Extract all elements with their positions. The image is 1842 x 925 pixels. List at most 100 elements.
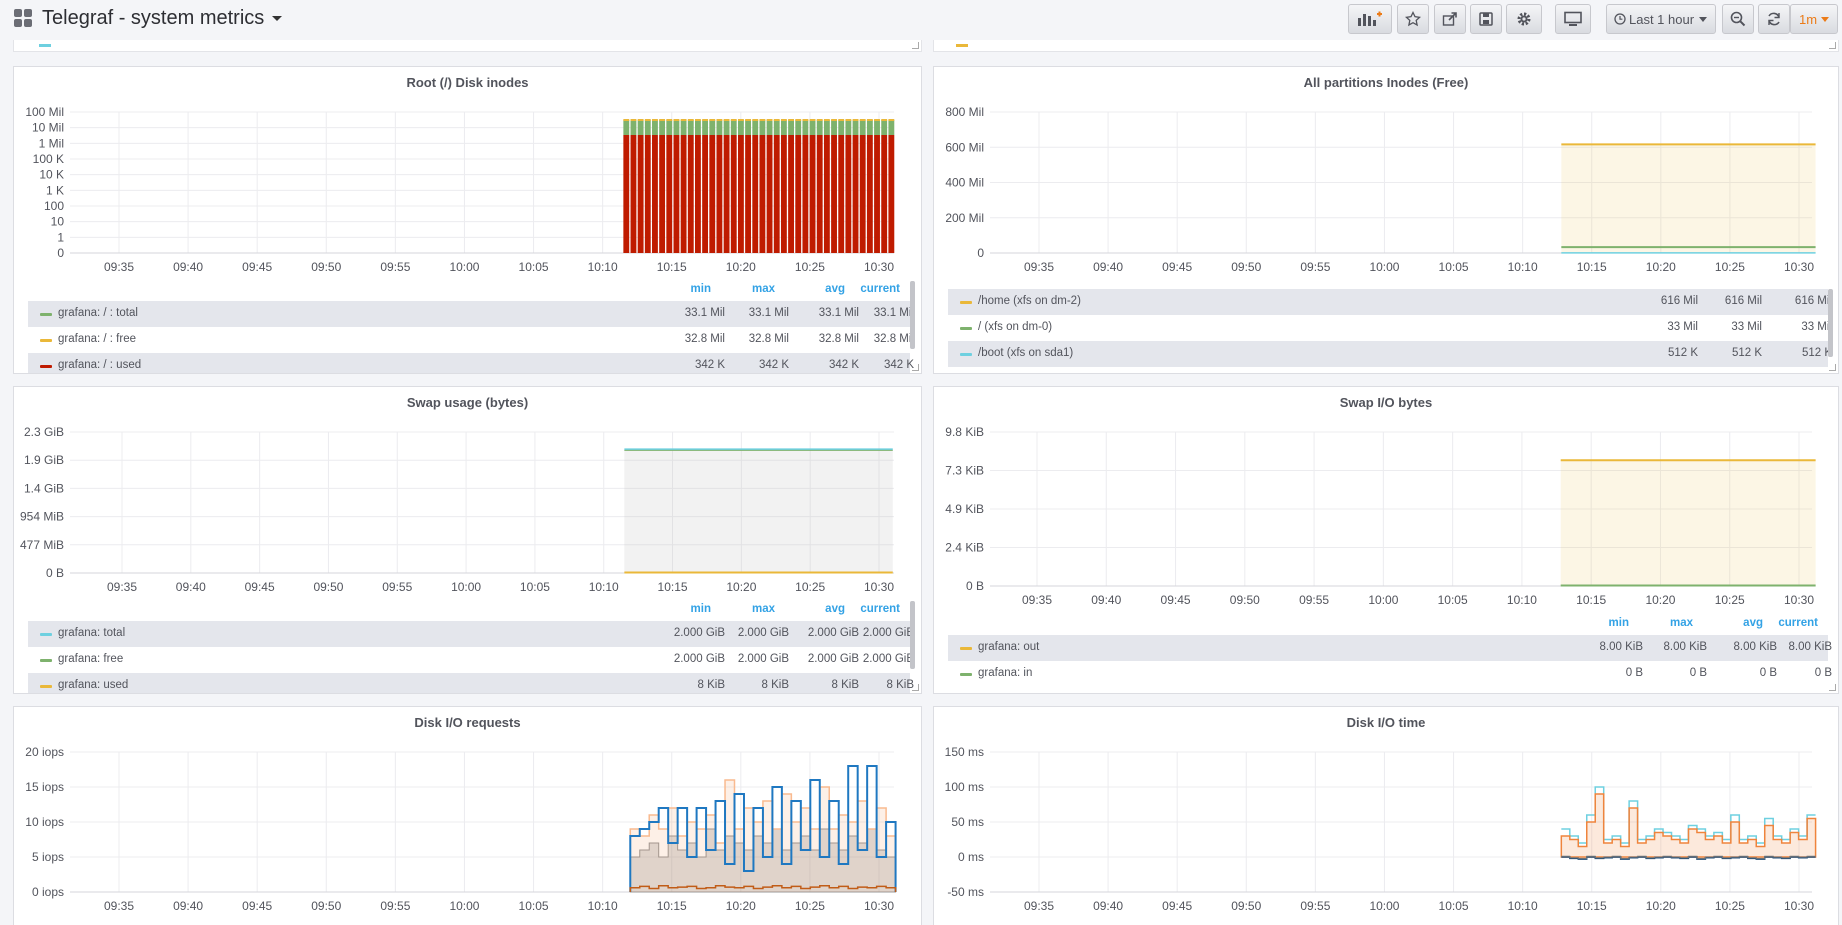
legend-row[interactable]: /boot (xfs on sda1) 512 K 512 K 512 K xyxy=(948,341,1832,367)
y-tick-label: 1 xyxy=(57,230,64,244)
tv-mode-button[interactable] xyxy=(1555,4,1591,34)
panel-title[interactable]: Disk I/O time xyxy=(1346,715,1426,730)
legend-color-swatch[interactable] xyxy=(40,313,52,316)
legend-color-swatch[interactable] xyxy=(40,659,52,662)
legend-color-swatch[interactable] xyxy=(960,647,972,650)
legend-series-name[interactable]: grafana: / : used xyxy=(58,359,142,371)
legend-series-name[interactable]: / (xfs on dm-0) xyxy=(978,321,1053,333)
disk-io-requests-chart[interactable]: 20 iops 15 iops 10 iops 5 iops 0 iops 09:35 09… xyxy=(14,707,922,925)
save-button[interactable] xyxy=(1470,4,1502,34)
legend-header-current[interactable]: current xyxy=(860,283,900,295)
panel-resize-handle[interactable] xyxy=(912,684,919,691)
legend-color-swatch[interactable] xyxy=(40,365,52,368)
star-button[interactable] xyxy=(1397,4,1429,34)
x-tick-label: 09:55 xyxy=(1299,593,1329,607)
y-tick-label: 100 xyxy=(44,199,64,213)
legend-row[interactable]: grafana: in 0 B 0 B 0 B 0 B xyxy=(948,661,1832,687)
legend-series-name[interactable]: grafana: total xyxy=(58,627,126,639)
y-tick-label: 9.8 KiB xyxy=(945,425,984,439)
caret-down-icon xyxy=(272,16,283,22)
legend-color-swatch[interactable] xyxy=(960,673,972,676)
bar-used xyxy=(637,135,644,253)
swap-io-chart[interactable]: 9.8 KiB 7.3 KiB 4.9 KiB 2.4 KiB 0 B 09:35 09:4… xyxy=(934,387,1839,611)
panel-resize-handle[interactable] xyxy=(912,42,919,49)
share-button[interactable] xyxy=(1434,4,1466,34)
legend-color-swatch[interactable] xyxy=(960,301,972,304)
legend-value-max: 342 K xyxy=(758,359,789,371)
legend-row[interactable]: / (xfs on dm-0) 33 Mil 33 Mil 33 Mil xyxy=(948,315,1832,341)
add-panel-button[interactable] xyxy=(1348,4,1392,34)
legend-header-min[interactable]: min xyxy=(690,603,711,615)
panel-resize-handle[interactable] xyxy=(1829,42,1836,49)
legend-series-name[interactable]: grafana: out xyxy=(978,641,1040,653)
legend-row[interactable]: grafana: free 2.000 GiB 2.000 GiB 2.000 GiB… xyxy=(28,647,914,673)
x-tick-label: 10:20 xyxy=(726,899,756,913)
legend-row[interactable]: grafana: out 8.00 KiB 8.00 KiB 8.00 KiB 8.00… xyxy=(948,635,1832,661)
x-tick-label: 10:10 xyxy=(1508,899,1538,913)
y-tick-label: 100 K xyxy=(33,152,64,166)
legend-header-current[interactable]: current xyxy=(1778,617,1818,629)
legend-series-name[interactable]: grafana: / : total xyxy=(58,307,138,319)
bar-used xyxy=(888,135,895,253)
legend-series-name[interactable]: /home (xfs on dm-2) xyxy=(978,295,1081,307)
legend-series-name[interactable]: grafana: used xyxy=(58,679,129,691)
x-tick-label: 10:05 xyxy=(1439,260,1469,274)
y-tick-label: 0 xyxy=(977,246,984,260)
legend-header-max[interactable]: max xyxy=(751,283,775,295)
bar-used xyxy=(773,135,780,253)
legend-series-name[interactable]: grafana: / : free xyxy=(58,333,136,345)
swap-usage-chart[interactable]: 2.3 GiB 1.9 GiB 1.4 GiB 954 MiB 477 MiB 0 B 09… xyxy=(14,387,922,597)
zoom-out-button[interactable] xyxy=(1722,4,1754,34)
x-tick-label: 09:50 xyxy=(313,580,343,594)
bar-free xyxy=(766,120,773,135)
panel-title[interactable]: Swap I/O bytes xyxy=(1339,395,1433,410)
legend-header-current[interactable]: current xyxy=(860,603,900,615)
legend-header-min[interactable]: min xyxy=(1608,617,1629,629)
swap-usage-legend: grafana: total 2.000 GiB 2.000 GiB 2.000 Gi… xyxy=(28,621,914,693)
legend-color-swatch[interactable] xyxy=(40,685,52,688)
panel-resize-handle[interactable] xyxy=(912,364,919,371)
legend-row[interactable]: grafana: / : used 342 K 342 K 342 K 342 K xyxy=(28,353,914,373)
legend-series-name[interactable]: grafana: free xyxy=(58,653,124,665)
partitions-inodes-chart[interactable]: 800 Mil 600 Mil 400 Mil 200 Mil 0 09:35 09:40 0… xyxy=(934,67,1839,277)
bar-free xyxy=(702,120,709,135)
panel-title[interactable]: Root (/) Disk inodes xyxy=(406,75,529,90)
time-range-picker[interactable]: Last 1 hour xyxy=(1606,4,1716,34)
panel-title[interactable]: All partitions Inodes (Free) xyxy=(1303,75,1469,90)
refresh-interval-picker[interactable]: 1m xyxy=(1790,4,1838,34)
legend-header: min max avg current xyxy=(934,617,1828,633)
legend-series-name[interactable]: /boot (xfs on sda1) xyxy=(978,347,1074,359)
panel-title[interactable]: Swap usage (bytes) xyxy=(406,395,529,410)
legend-header-avg[interactable]: avg xyxy=(825,603,845,615)
panel-resize-handle[interactable] xyxy=(1829,684,1836,691)
legend-series-name[interactable]: grafana: in xyxy=(978,667,1033,679)
legend-scrollbar[interactable] xyxy=(1828,289,1833,357)
disk-io-time-chart[interactable]: 150 ms 100 ms 50 ms 0 ms -50 ms 09:35 09:40 09:… xyxy=(934,707,1839,925)
legend-scrollbar[interactable] xyxy=(910,601,915,669)
legend-row[interactable]: /home (xfs on dm-2) 616 Mil 616 Mil 616 Mil xyxy=(948,289,1832,315)
legend-row[interactable]: grafana: total 2.000 GiB 2.000 GiB 2.000 Gi… xyxy=(28,621,914,647)
legend-header-avg[interactable]: avg xyxy=(1743,617,1763,629)
x-tick-label: 10:05 xyxy=(519,899,549,913)
legend-color-swatch[interactable] xyxy=(960,327,972,330)
legend-scrollbar[interactable] xyxy=(910,281,915,349)
legend-header-max[interactable]: max xyxy=(751,603,775,615)
refresh-button[interactable] xyxy=(1758,4,1790,34)
legend-row[interactable]: grafana: / : free 32.8 Mil 32.8 Mil 32.8 Mi… xyxy=(28,327,914,353)
legend-row[interactable]: grafana: used 8 KiB 8 KiB 8 KiB 8 KiB xyxy=(28,673,914,693)
legend-header-min[interactable]: min xyxy=(690,283,711,295)
panel-title[interactable]: Disk I/O requests xyxy=(414,715,521,730)
panel-resize-handle[interactable] xyxy=(1829,364,1836,371)
legend-color-swatch[interactable] xyxy=(960,353,972,356)
legend-header-max[interactable]: max xyxy=(1669,617,1693,629)
settings-button[interactable] xyxy=(1506,4,1542,34)
dashboard-title-dropdown[interactable]: Telegraf - system metrics xyxy=(42,7,283,30)
legend-row[interactable]: grafana: / : total 33.1 Mil 33.1 Mil 33.1 M… xyxy=(28,301,914,327)
legend-color-swatch[interactable] xyxy=(40,633,52,636)
area-free xyxy=(624,450,893,573)
legend-value-min: 8 KiB xyxy=(697,679,726,691)
legend-header-avg[interactable]: avg xyxy=(825,283,845,295)
legend-color-swatch[interactable] xyxy=(40,339,52,342)
dashboard-grid-icon[interactable] xyxy=(14,9,32,27)
